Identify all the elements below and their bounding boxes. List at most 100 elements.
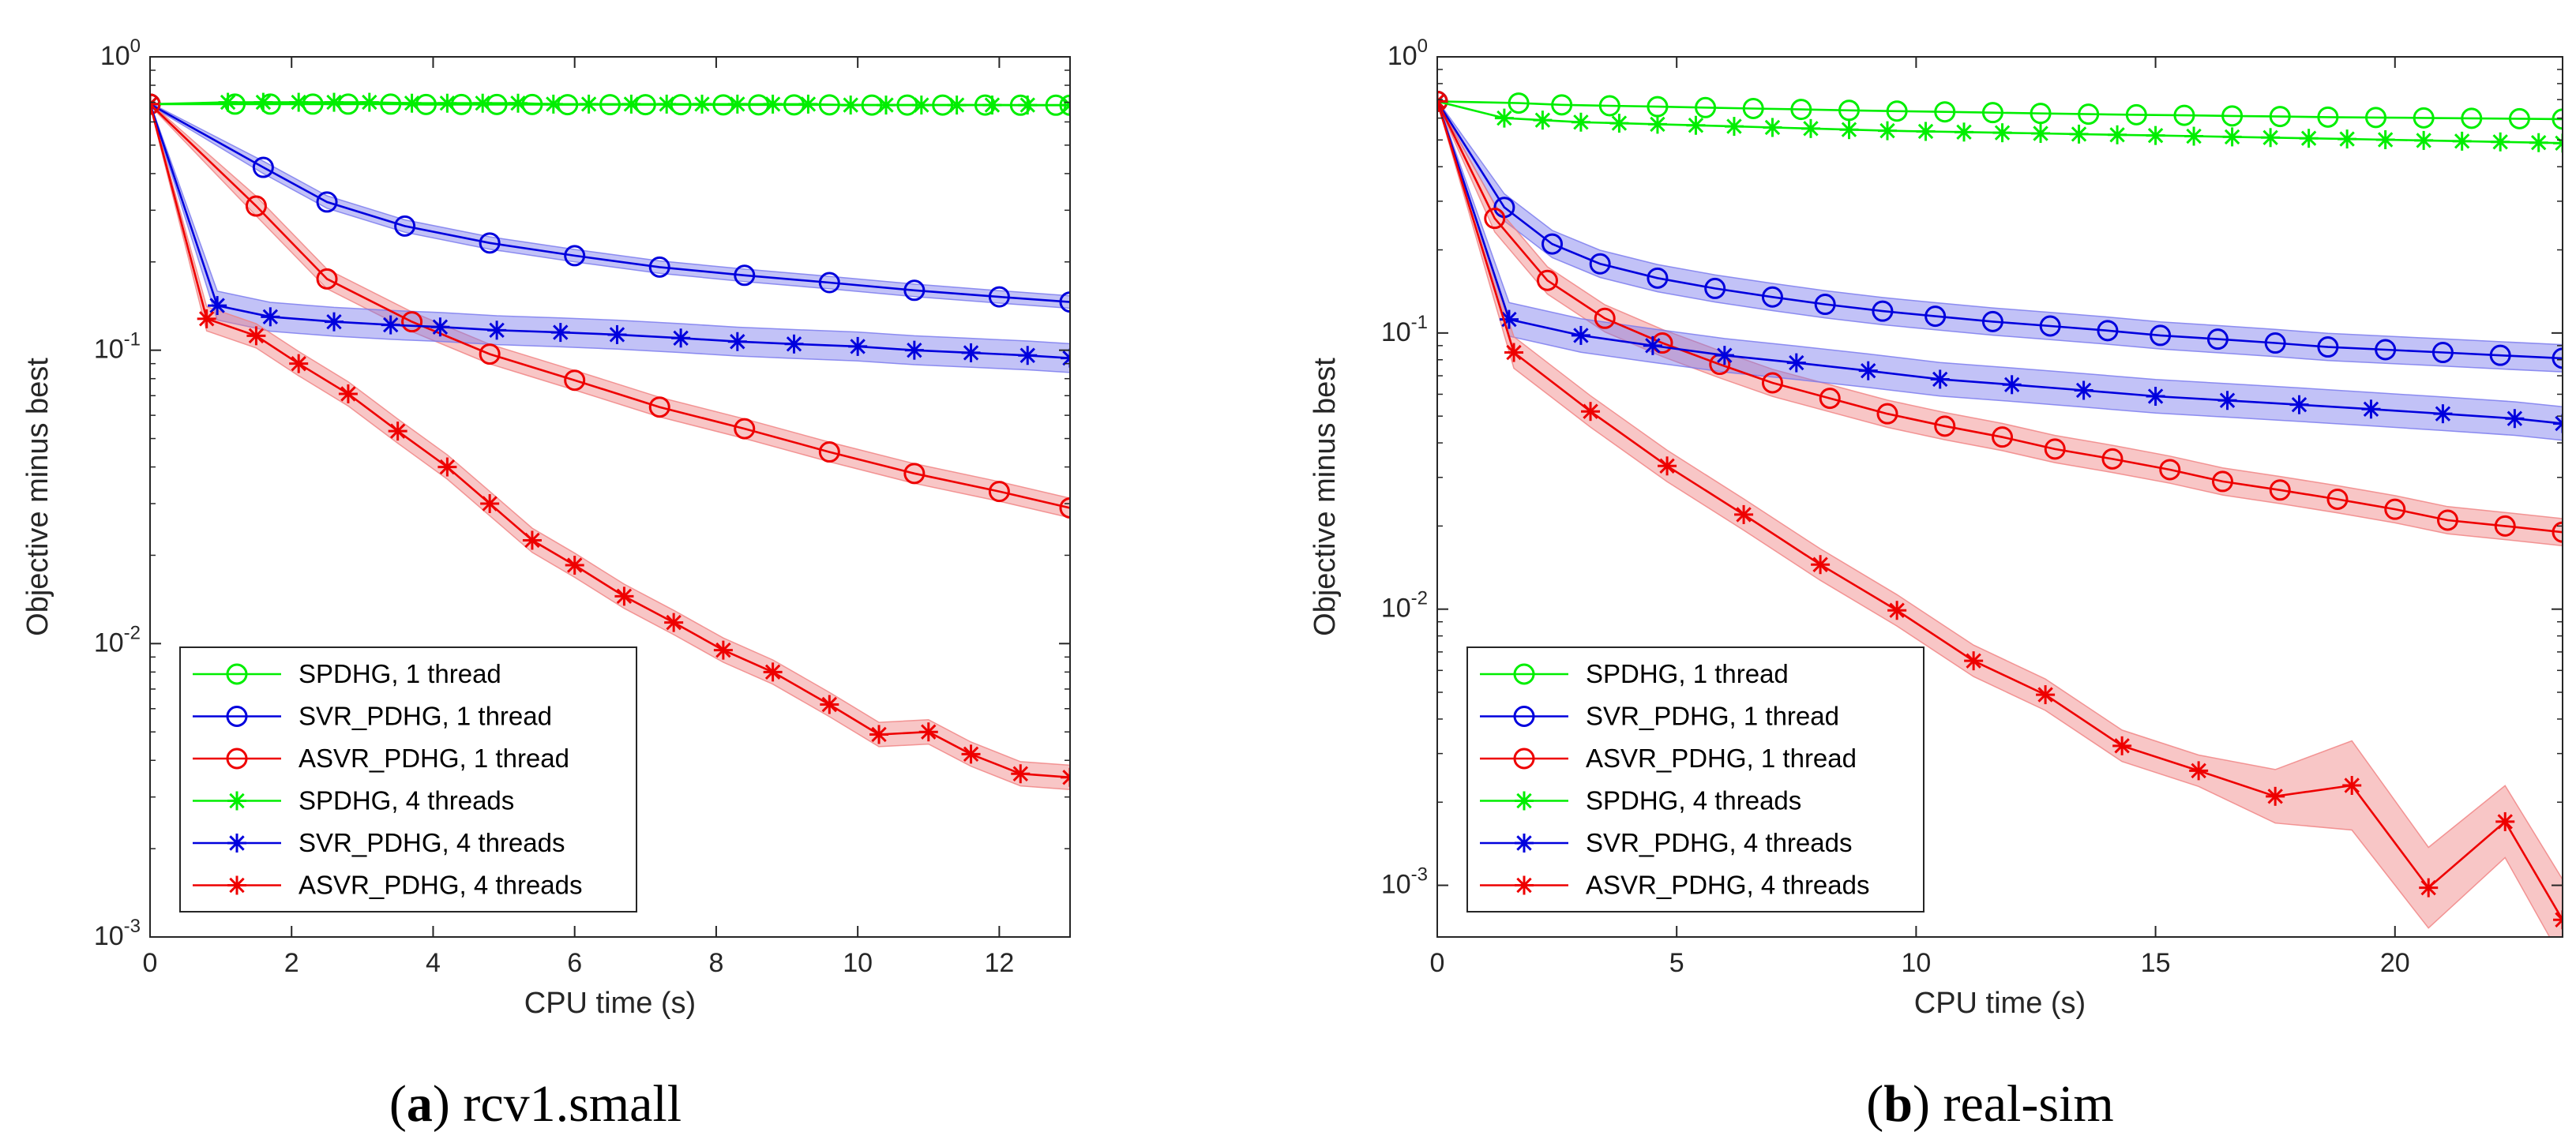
marker-star [1011, 764, 1031, 784]
marker-star-d2 [439, 459, 456, 475]
legend-marker-star [1515, 791, 1534, 811]
marker-circle [734, 418, 756, 440]
x-tick-label: 20 [2380, 948, 2410, 978]
series-line-5 [1437, 101, 2563, 920]
marker-star [1992, 123, 2012, 143]
marker-circle [2101, 448, 2124, 470]
marker-circle [1598, 95, 1620, 117]
marker-circle [1838, 99, 1860, 122]
marker-star [1658, 456, 1677, 476]
marker-star [289, 92, 309, 112]
panel-caption: (a) rcv1.small [389, 1075, 682, 1133]
marker-star-d2 [1659, 458, 1675, 474]
marker-circle [1992, 426, 2014, 448]
marker-star [841, 96, 861, 115]
marker-star [947, 96, 967, 115]
marker-star [1839, 120, 1859, 140]
marker-star-d2 [291, 355, 306, 372]
marker-star [1437, 92, 1447, 111]
y-tick-label: 100 [100, 36, 141, 71]
x-tick-label: 10 [843, 948, 873, 978]
marker-circle [1059, 291, 1070, 313]
marker-circle [450, 93, 472, 115]
marker-star-d2 [871, 726, 887, 743]
marker-star-d2 [666, 614, 682, 631]
marker-circle [1541, 233, 1564, 255]
marker-circle [1814, 294, 1836, 316]
marker-star [208, 296, 227, 316]
marker-star-d2 [2186, 128, 2202, 144]
marker-star-d2 [1889, 602, 1905, 618]
x-tick-label: 12 [984, 948, 1014, 978]
marker-star [2112, 736, 2132, 755]
marker-star-d2 [1803, 121, 1819, 137]
marker-star [664, 613, 684, 632]
marker-circle [2044, 438, 2066, 460]
marker-star [2266, 786, 2285, 806]
marker-star-d2 [2507, 410, 2523, 426]
marker-star [197, 309, 216, 328]
marker-circle [2078, 103, 2100, 126]
marker-star [2261, 128, 2281, 148]
marker-circle [479, 232, 501, 254]
marker-star-d2 [2454, 133, 2470, 149]
marker-star-d2 [786, 336, 802, 352]
marker-star-d2 [1020, 347, 1035, 363]
marker-circle [1934, 415, 1956, 437]
marker-circle [394, 215, 416, 237]
marker-circle [2125, 103, 2147, 126]
marker-star [763, 662, 783, 682]
legend: SPDHG, 1 thread SVR_PDHG, 1 thread ASVR_PD… [1466, 646, 1924, 913]
marker-circle [337, 93, 359, 115]
marker-star [2495, 811, 2515, 831]
marker-star-d2 [2147, 388, 2164, 404]
marker-circle [415, 93, 437, 115]
marker-circle [2159, 459, 2181, 481]
marker-star-d2 [1932, 371, 1948, 388]
marker-star [2491, 132, 2510, 152]
marker-star [621, 94, 641, 114]
marker-star-d2 [1966, 653, 1981, 669]
y-tick-exponent: 0 [130, 36, 141, 57]
marker-circle [2508, 107, 2530, 129]
y-tick-exponent: -1 [124, 329, 141, 350]
marker-circle [1886, 100, 1908, 122]
marker-star-d2 [1516, 835, 1532, 851]
marker-star-d1 [2555, 912, 2563, 922]
marker-star [820, 695, 839, 714]
caption-paren-close: ) [433, 1075, 463, 1133]
marker-star [437, 93, 457, 113]
legend-marker-circle [1513, 706, 1535, 727]
marker-circle [1508, 92, 1530, 114]
marker-star [614, 586, 634, 606]
legend-entry-3: SPDHG, 4 threads [1586, 786, 1801, 815]
legend-marker-circle [226, 748, 248, 770]
marker-star [338, 384, 358, 403]
marker-star-d2 [984, 97, 1001, 113]
legend-marker-circle [226, 706, 248, 727]
marker-star-d2 [764, 96, 781, 112]
marker-star [150, 94, 160, 114]
marker-star-d2 [2262, 129, 2278, 146]
marker-star-d1 [1437, 99, 1445, 110]
marker-star [2361, 399, 2381, 419]
series-line-0 [1437, 100, 2563, 121]
marker-star-d2 [1506, 344, 1522, 361]
marker-star-d2 [566, 557, 583, 573]
marker-star [869, 725, 889, 744]
y-tick-base: 10 [94, 628, 124, 658]
marker-star [671, 328, 691, 348]
marker-circle [1059, 497, 1070, 519]
marker-circle [1761, 372, 1783, 394]
marker-circle [2436, 509, 2458, 531]
marker-star [2108, 125, 2127, 144]
marker-star [2146, 387, 2165, 407]
marker-star [2338, 129, 2357, 149]
marker-star-d2 [326, 313, 342, 330]
marker-star-d2 [220, 94, 236, 111]
marker-star-d2 [1736, 507, 1752, 523]
marker-circle [2461, 107, 2483, 129]
marker-star-d2 [2191, 763, 2206, 779]
y-tick-base: 10 [1381, 594, 1411, 624]
